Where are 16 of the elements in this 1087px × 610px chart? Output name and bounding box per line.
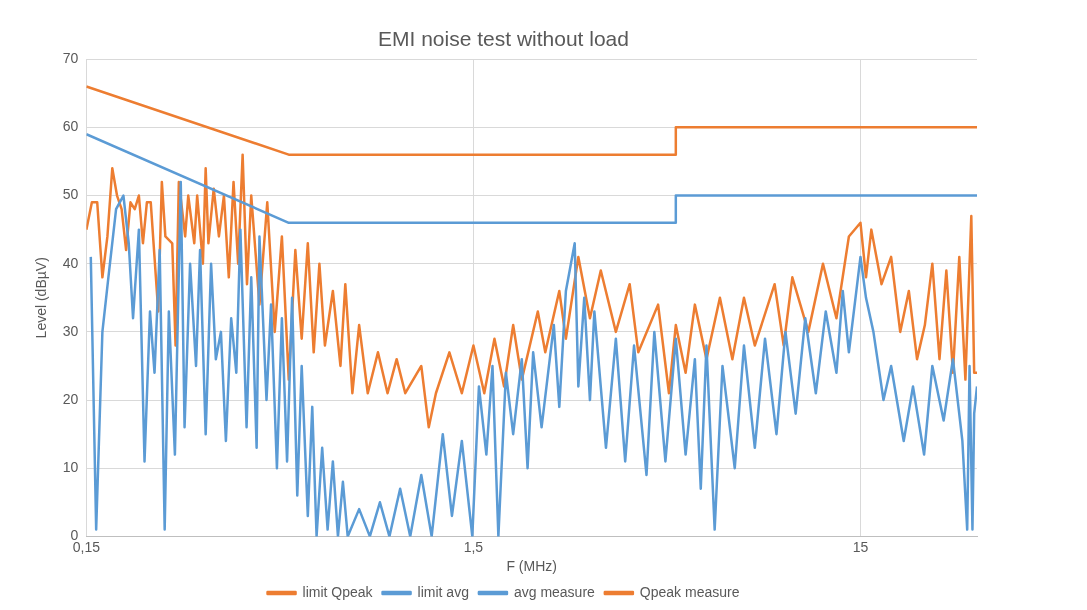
legend-label: limit Qpeak: [302, 583, 374, 600]
legend-label: Qpeak measure: [639, 583, 740, 600]
y-tick-label: 30: [62, 322, 79, 339]
y-tick-label: 40: [62, 254, 79, 271]
y-tick-label: 10: [62, 459, 79, 476]
x-axis-title: F (MHz): [506, 558, 557, 575]
y-tick-label: 20: [62, 390, 79, 407]
legend-label: limit avg: [417, 583, 469, 600]
y-tick-label: 50: [62, 186, 79, 203]
y-tick-label: 70: [62, 50, 79, 67]
x-tick-label: 15: [852, 538, 869, 555]
y-tick-label: 60: [62, 118, 79, 135]
x-tick-label: 1,5: [463, 538, 484, 555]
legend-label: avg measure: [513, 583, 596, 600]
y-axis-title: Level (dBµV): [33, 257, 50, 339]
chart-title: EMI noise test without load: [378, 27, 629, 51]
